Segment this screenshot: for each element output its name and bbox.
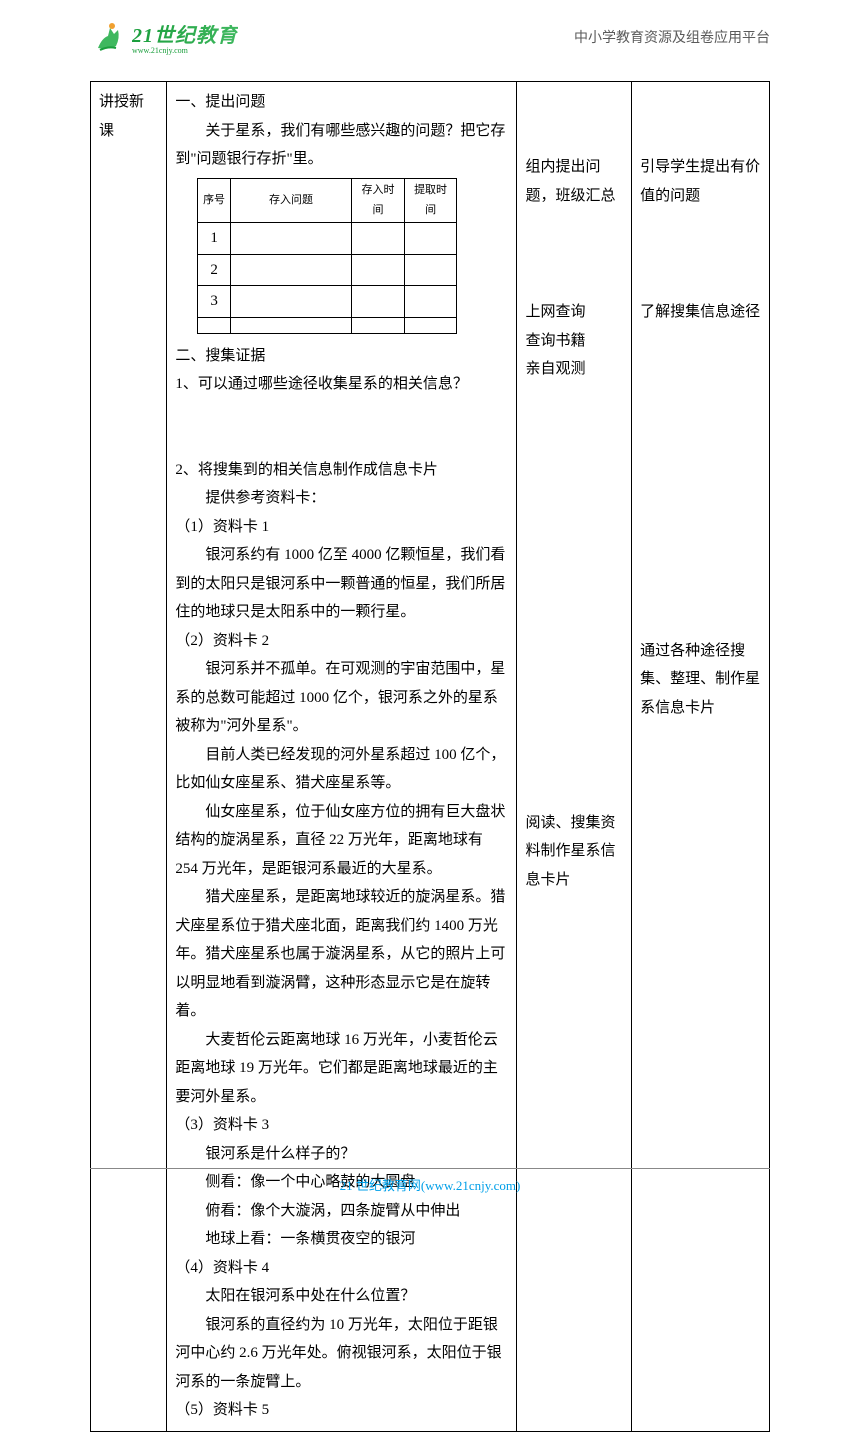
spacer bbox=[640, 327, 761, 637]
col3-line1: 组内提出问题，班级汇总 bbox=[525, 153, 623, 210]
logo-text: 21世纪教育 www.21cnjy.com bbox=[132, 19, 238, 55]
inner-cell bbox=[230, 317, 351, 333]
card4-q: 太阳在银河系中处在什么位置？ bbox=[175, 1282, 508, 1311]
col4-line1: 引导学生提出有价值的问题 bbox=[640, 153, 761, 210]
inner-cell bbox=[352, 223, 405, 255]
section2-title: 二、搜集证据 bbox=[175, 342, 508, 371]
inner-cell bbox=[404, 286, 457, 318]
col3-line3: 查询书籍 bbox=[525, 327, 623, 356]
card3-title: （3）资料卡 3 bbox=[175, 1111, 508, 1140]
inner-cell bbox=[404, 317, 457, 333]
section2-item1: 1、可以通过哪些途径收集星系的相关信息？ bbox=[175, 370, 508, 399]
section2-item2: 2、将搜集到的相关信息制作成信息卡片 bbox=[175, 456, 508, 485]
logo-sub-text: www.21cnjy.com bbox=[132, 46, 238, 55]
header-right-text: 中小学教育资源及组卷应用平台 bbox=[574, 27, 770, 47]
footer-divider bbox=[90, 1168, 770, 1169]
col3-line4: 亲自观测 bbox=[525, 355, 623, 384]
inner-row-num: 1 bbox=[198, 223, 230, 255]
inner-cell bbox=[230, 254, 351, 286]
spacer bbox=[525, 384, 623, 809]
card1-content: 银河系约有 1000 亿至 4000 亿颗恒星，我们看到的太阳只是银河系中一颗普… bbox=[175, 541, 508, 627]
inner-cell bbox=[230, 286, 351, 318]
card3-a3: 地球上看：一条横贯夜空的银河 bbox=[175, 1225, 508, 1254]
inner-cell bbox=[352, 317, 405, 333]
card2-title: （2）资料卡 2 bbox=[175, 627, 508, 656]
col3-line5: 阅读、搜集资料制作星系信息卡片 bbox=[525, 809, 623, 895]
footer-text: 21 世纪教育网(www.21cnjy.com) bbox=[0, 1175, 860, 1194]
card4-content: 银河系的直径约为 10 万光年，太阳位于距银河中心约 2.6 万光年处。俯视银河… bbox=[175, 1311, 508, 1397]
page-header: 21世纪教育 www.21cnjy.com 中小学教育资源及组卷应用平台 bbox=[0, 0, 860, 66]
section-label: 讲授新课 bbox=[99, 94, 144, 139]
inner-th-question: 存入问题 bbox=[230, 178, 351, 223]
card4-title: （4）资料卡 4 bbox=[175, 1254, 508, 1283]
card2-content5: 大麦哲伦云距离地球 16 万光年，小麦哲伦云距离地球 19 万光年。它们都是距离… bbox=[175, 1026, 508, 1112]
spacer bbox=[525, 88, 623, 153]
section1-content: 关于星系，我们有哪些感兴趣的问题？把它存到"问题银行存折"里。 bbox=[175, 117, 508, 174]
main-content-table: 讲授新课 一、提出问题 关于星系，我们有哪些感兴趣的问题？把它存到"问题银行存折… bbox=[90, 81, 770, 1432]
card2-content3: 仙女座星系，位于仙女座方位的拥有巨大盘状结构的旋涡星系，直径 22 万光年，距离… bbox=[175, 798, 508, 884]
card3-q: 银河系是什么样子的？ bbox=[175, 1140, 508, 1169]
inner-row-num: 2 bbox=[198, 254, 230, 286]
logo-main-text: 21世纪教育 bbox=[132, 25, 238, 47]
col4-line3: 通过各种途径搜集、整理、制作星系信息卡片 bbox=[640, 637, 761, 723]
inner-th-outtime: 提取时间 bbox=[404, 178, 457, 223]
guidance-cell: 引导学生提出有价值的问题 了解搜集信息途径 通过各种途径搜集、整理、制作星系信息… bbox=[632, 82, 770, 1432]
logo: 21世纪教育 www.21cnjy.com bbox=[90, 18, 238, 56]
card2-content2: 目前人类已经发现的河外星系超过 100 亿个，比如仙女座星系、猎犬座星系等。 bbox=[175, 741, 508, 798]
logo-icon bbox=[90, 18, 128, 56]
spacer bbox=[640, 210, 761, 298]
inner-row-num bbox=[198, 317, 230, 333]
card1-title: （1）资料卡 1 bbox=[175, 513, 508, 542]
inner-th-intime: 存入时间 bbox=[352, 178, 405, 223]
card3-a2: 俯看：像个大漩涡，四条旋臂从中伸出 bbox=[175, 1197, 508, 1226]
card5-title: （5）资料卡 5 bbox=[175, 1396, 508, 1425]
inner-cell bbox=[404, 254, 457, 286]
inner-cell bbox=[230, 223, 351, 255]
card2-content4: 猎犬座星系，是距离地球较近的旋涡星系。猎犬座星系位于猎犬座北面，距离我们约 14… bbox=[175, 883, 508, 1026]
inner-cell bbox=[352, 254, 405, 286]
inner-cell bbox=[404, 223, 457, 255]
inner-row-num: 3 bbox=[198, 286, 230, 318]
section1-title: 一、提出问题 bbox=[175, 88, 508, 117]
spacer bbox=[525, 210, 623, 298]
section-label-cell: 讲授新课 bbox=[91, 82, 167, 1432]
col3-line2: 上网查询 bbox=[525, 298, 623, 327]
inner-th-index: 序号 bbox=[198, 178, 230, 223]
inner-cell bbox=[352, 286, 405, 318]
main-content-cell: 一、提出问题 关于星系，我们有哪些感兴趣的问题？把它存到"问题银行存折"里。 序… bbox=[167, 82, 517, 1432]
card2-content1: 银河系并不孤单。在可观测的宇宙范围中，星系的总数可能超过 1000 亿个，银河系… bbox=[175, 655, 508, 741]
spacer bbox=[640, 88, 761, 153]
activity-cell: 组内提出问题，班级汇总 上网查询 查询书籍 亲自观测 阅读、搜集资料制作星系信息… bbox=[517, 82, 632, 1432]
page-footer: 21 世纪教育网(www.21cnjy.com) bbox=[0, 1168, 860, 1194]
col4-line2: 了解搜集信息途径 bbox=[640, 298, 761, 327]
section2-item2sub: 提供参考资料卡： bbox=[175, 484, 508, 513]
question-bank-table: 序号 存入问题 存入时间 提取时间 1 2 3 bbox=[197, 178, 457, 334]
